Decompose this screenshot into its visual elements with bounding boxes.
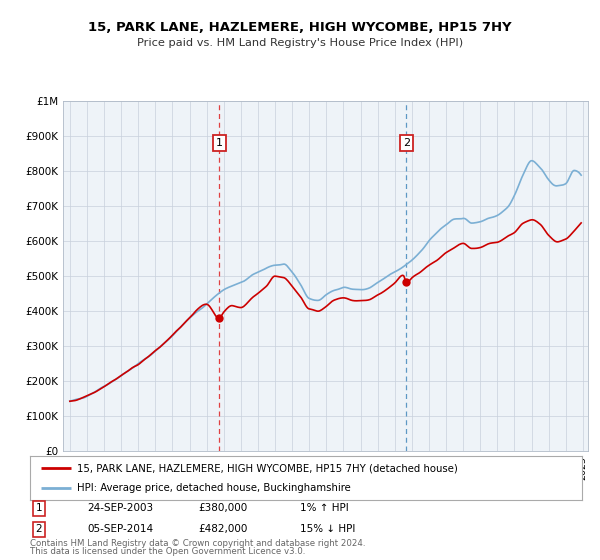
Text: Price paid vs. HM Land Registry's House Price Index (HPI): Price paid vs. HM Land Registry's House …	[137, 38, 463, 48]
Text: £380,000: £380,000	[198, 503, 247, 514]
Text: 1% ↑ HPI: 1% ↑ HPI	[300, 503, 349, 514]
Text: HPI: Average price, detached house, Buckinghamshire: HPI: Average price, detached house, Buck…	[77, 483, 350, 493]
Text: 1: 1	[35, 503, 43, 514]
Text: 15, PARK LANE, HAZLEMERE, HIGH WYCOMBE, HP15 7HY: 15, PARK LANE, HAZLEMERE, HIGH WYCOMBE, …	[88, 21, 512, 34]
Text: 15, PARK LANE, HAZLEMERE, HIGH WYCOMBE, HP15 7HY (detached house): 15, PARK LANE, HAZLEMERE, HIGH WYCOMBE, …	[77, 463, 458, 473]
Text: 24-SEP-2003: 24-SEP-2003	[87, 503, 153, 514]
Text: This data is licensed under the Open Government Licence v3.0.: This data is licensed under the Open Gov…	[30, 547, 305, 556]
Text: Contains HM Land Registry data © Crown copyright and database right 2024.: Contains HM Land Registry data © Crown c…	[30, 539, 365, 548]
Text: 2: 2	[403, 138, 410, 148]
Text: 2: 2	[35, 524, 43, 534]
Text: £482,000: £482,000	[198, 524, 247, 534]
Text: 05-SEP-2014: 05-SEP-2014	[87, 524, 153, 534]
Text: 1: 1	[215, 138, 223, 148]
Text: 15% ↓ HPI: 15% ↓ HPI	[300, 524, 355, 534]
